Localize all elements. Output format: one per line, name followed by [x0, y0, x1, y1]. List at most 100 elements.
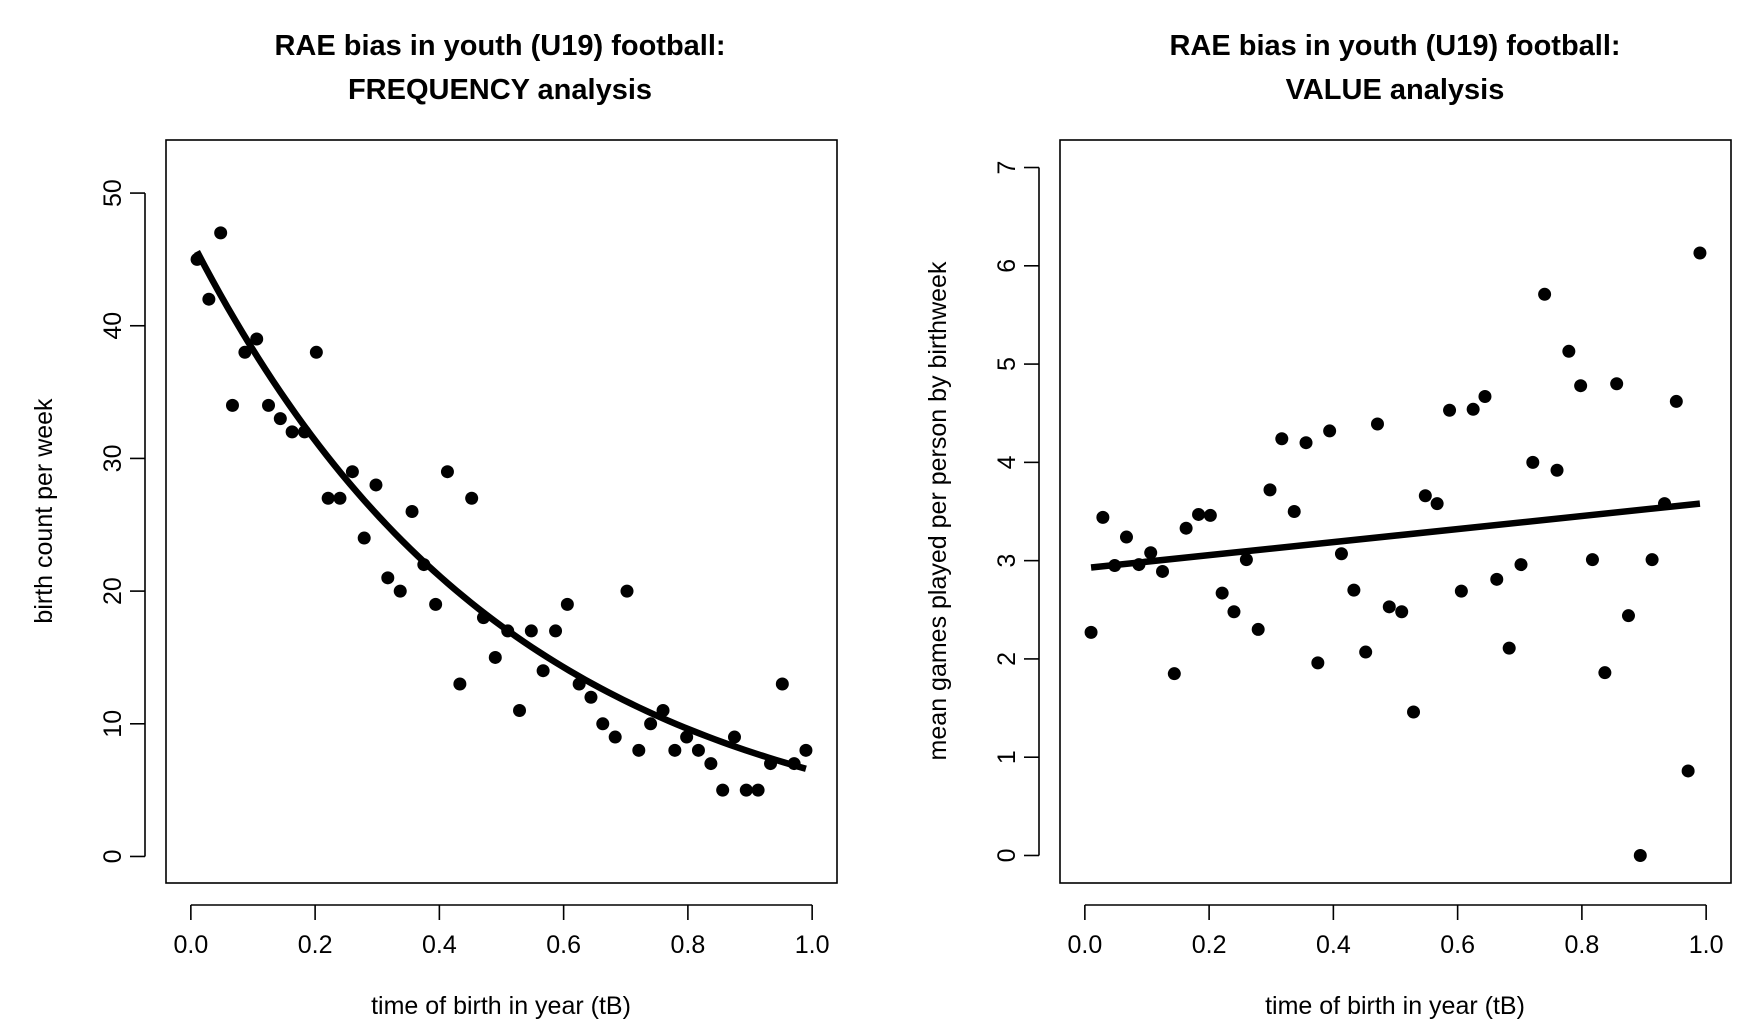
frequency-data-point	[453, 677, 467, 691]
value-data-point	[1382, 600, 1396, 614]
value-title-line-1: RAE bias in youth (U19) football:	[1169, 30, 1620, 62]
value-data-point	[1681, 764, 1695, 778]
value-data-point	[1395, 605, 1409, 619]
value-fit-line-group	[1090, 500, 1701, 571]
value-fit-line	[1090, 500, 1701, 571]
frequency-data-point	[751, 783, 765, 797]
value-y-tick-label: 4	[993, 455, 1021, 469]
frequency-data-point	[608, 730, 622, 744]
value-data-point	[1502, 641, 1516, 655]
value-data-point	[1454, 584, 1468, 598]
value-y-tick-label: 7	[993, 161, 1021, 175]
value-data-point	[1574, 379, 1588, 393]
frequency-x-tick-label: 0.8	[671, 931, 706, 959]
frequency-data-point	[727, 730, 741, 744]
frequency-data-point	[333, 491, 347, 505]
value-data-point	[1132, 558, 1146, 572]
frequency-data-point	[238, 345, 252, 359]
frequency-fit-curve-group	[194, 250, 807, 772]
frequency-data-point	[560, 597, 574, 611]
frequency-data-point	[799, 743, 813, 757]
value-x-tick-label: 0.8	[1565, 931, 1600, 959]
value-data-point	[1526, 455, 1540, 469]
frequency-x-tick-label: 0.2	[298, 931, 333, 959]
frequency-data-point	[620, 584, 634, 598]
value-data-point	[1239, 553, 1253, 567]
frequency-data-point	[357, 531, 371, 545]
value-data-point	[1227, 605, 1241, 619]
value-data-point	[1275, 432, 1289, 446]
value-x-tick-label: 1.0	[1689, 931, 1724, 959]
value-data-point	[1359, 645, 1373, 659]
value-y-tick-label: 2	[993, 652, 1021, 666]
frequency-data-point	[680, 730, 694, 744]
value-data-point	[1562, 344, 1576, 358]
value-y-tick-label: 5	[993, 357, 1021, 371]
frequency-x-axis: 0.0 0.2 0.4 0.6 0.8 1.0	[173, 904, 830, 959]
frequency-y-tick-label: 40	[99, 312, 127, 340]
value-data-point	[1466, 402, 1480, 416]
value-data-point	[1478, 390, 1492, 404]
value-data-point	[1598, 666, 1612, 680]
value-data-point	[1251, 622, 1265, 636]
value-y-tick-label: 1	[993, 750, 1021, 764]
frequency-data-point	[739, 783, 753, 797]
value-data-point	[1633, 848, 1647, 862]
frequency-data-point	[656, 704, 670, 718]
value-data-point	[1693, 246, 1707, 260]
frequency-y-tick-label: 50	[99, 179, 127, 207]
value-data-point	[1179, 521, 1193, 535]
value-x-tick-label: 0.4	[1316, 931, 1351, 959]
value-x-tick-label: 0.6	[1440, 931, 1475, 959]
frequency-data-point	[524, 624, 538, 638]
frequency-y-tick-label: 0	[99, 850, 127, 864]
value-y-tick-label: 0	[993, 849, 1021, 863]
frequency-data-point	[668, 743, 682, 757]
frequency-data-point	[250, 332, 264, 346]
frequency-x-axis-label: time of birth in year (tB)	[371, 992, 631, 1020]
value-data-point	[1203, 508, 1217, 522]
value-x-tick-label: 0.0	[1067, 931, 1102, 959]
value-data-point	[1418, 489, 1432, 503]
frequency-data-point	[488, 650, 502, 664]
value-data-point	[1443, 403, 1457, 417]
frequency-data-point	[190, 252, 204, 266]
value-y-tick-label: 6	[993, 259, 1021, 273]
value-data-point	[1096, 510, 1110, 524]
frequency-data-point	[572, 677, 586, 691]
value-data-point	[1347, 583, 1361, 597]
frequency-y-axis-label: birth count per week	[30, 398, 58, 624]
frequency-data-point	[596, 717, 610, 731]
value-data-point	[1370, 417, 1384, 431]
value-data-point	[1550, 463, 1564, 477]
frequency-data-point	[405, 505, 419, 518]
frequency-y-tick-label: 30	[99, 445, 127, 473]
value-data-point	[1084, 625, 1098, 639]
value-points	[1084, 246, 1707, 862]
value-data-point	[1215, 586, 1229, 600]
value-data-point	[1263, 483, 1277, 497]
frequency-data-point	[584, 690, 598, 704]
value-data-point	[1287, 505, 1301, 518]
value-title-line-2: VALUE analysis	[1286, 74, 1505, 106]
frequency-y-axis: 0 10 20 30 40 50	[99, 179, 146, 864]
frequency-data-point	[285, 425, 299, 439]
frequency-panel: RAE bias in youth (U19) football: FREQUE…	[30, 30, 838, 1020]
frequency-data-point	[262, 398, 276, 412]
frequency-data-point	[536, 664, 550, 678]
frequency-data-point	[417, 558, 431, 572]
value-data-point	[1585, 553, 1599, 567]
value-y-axis-label: mean games played per person by birthwee…	[924, 261, 952, 760]
frequency-data-point	[225, 398, 239, 412]
value-plot-frame	[1059, 139, 1732, 884]
value-data-point	[1669, 394, 1683, 408]
value-data-point	[1334, 547, 1348, 561]
frequency-data-point	[501, 624, 515, 638]
frequency-plot-frame	[165, 139, 838, 884]
frequency-data-point	[787, 757, 801, 771]
frequency-data-point	[202, 292, 216, 306]
frequency-data-point	[298, 425, 312, 439]
value-data-point	[1610, 377, 1624, 391]
frequency-data-point	[214, 226, 228, 240]
